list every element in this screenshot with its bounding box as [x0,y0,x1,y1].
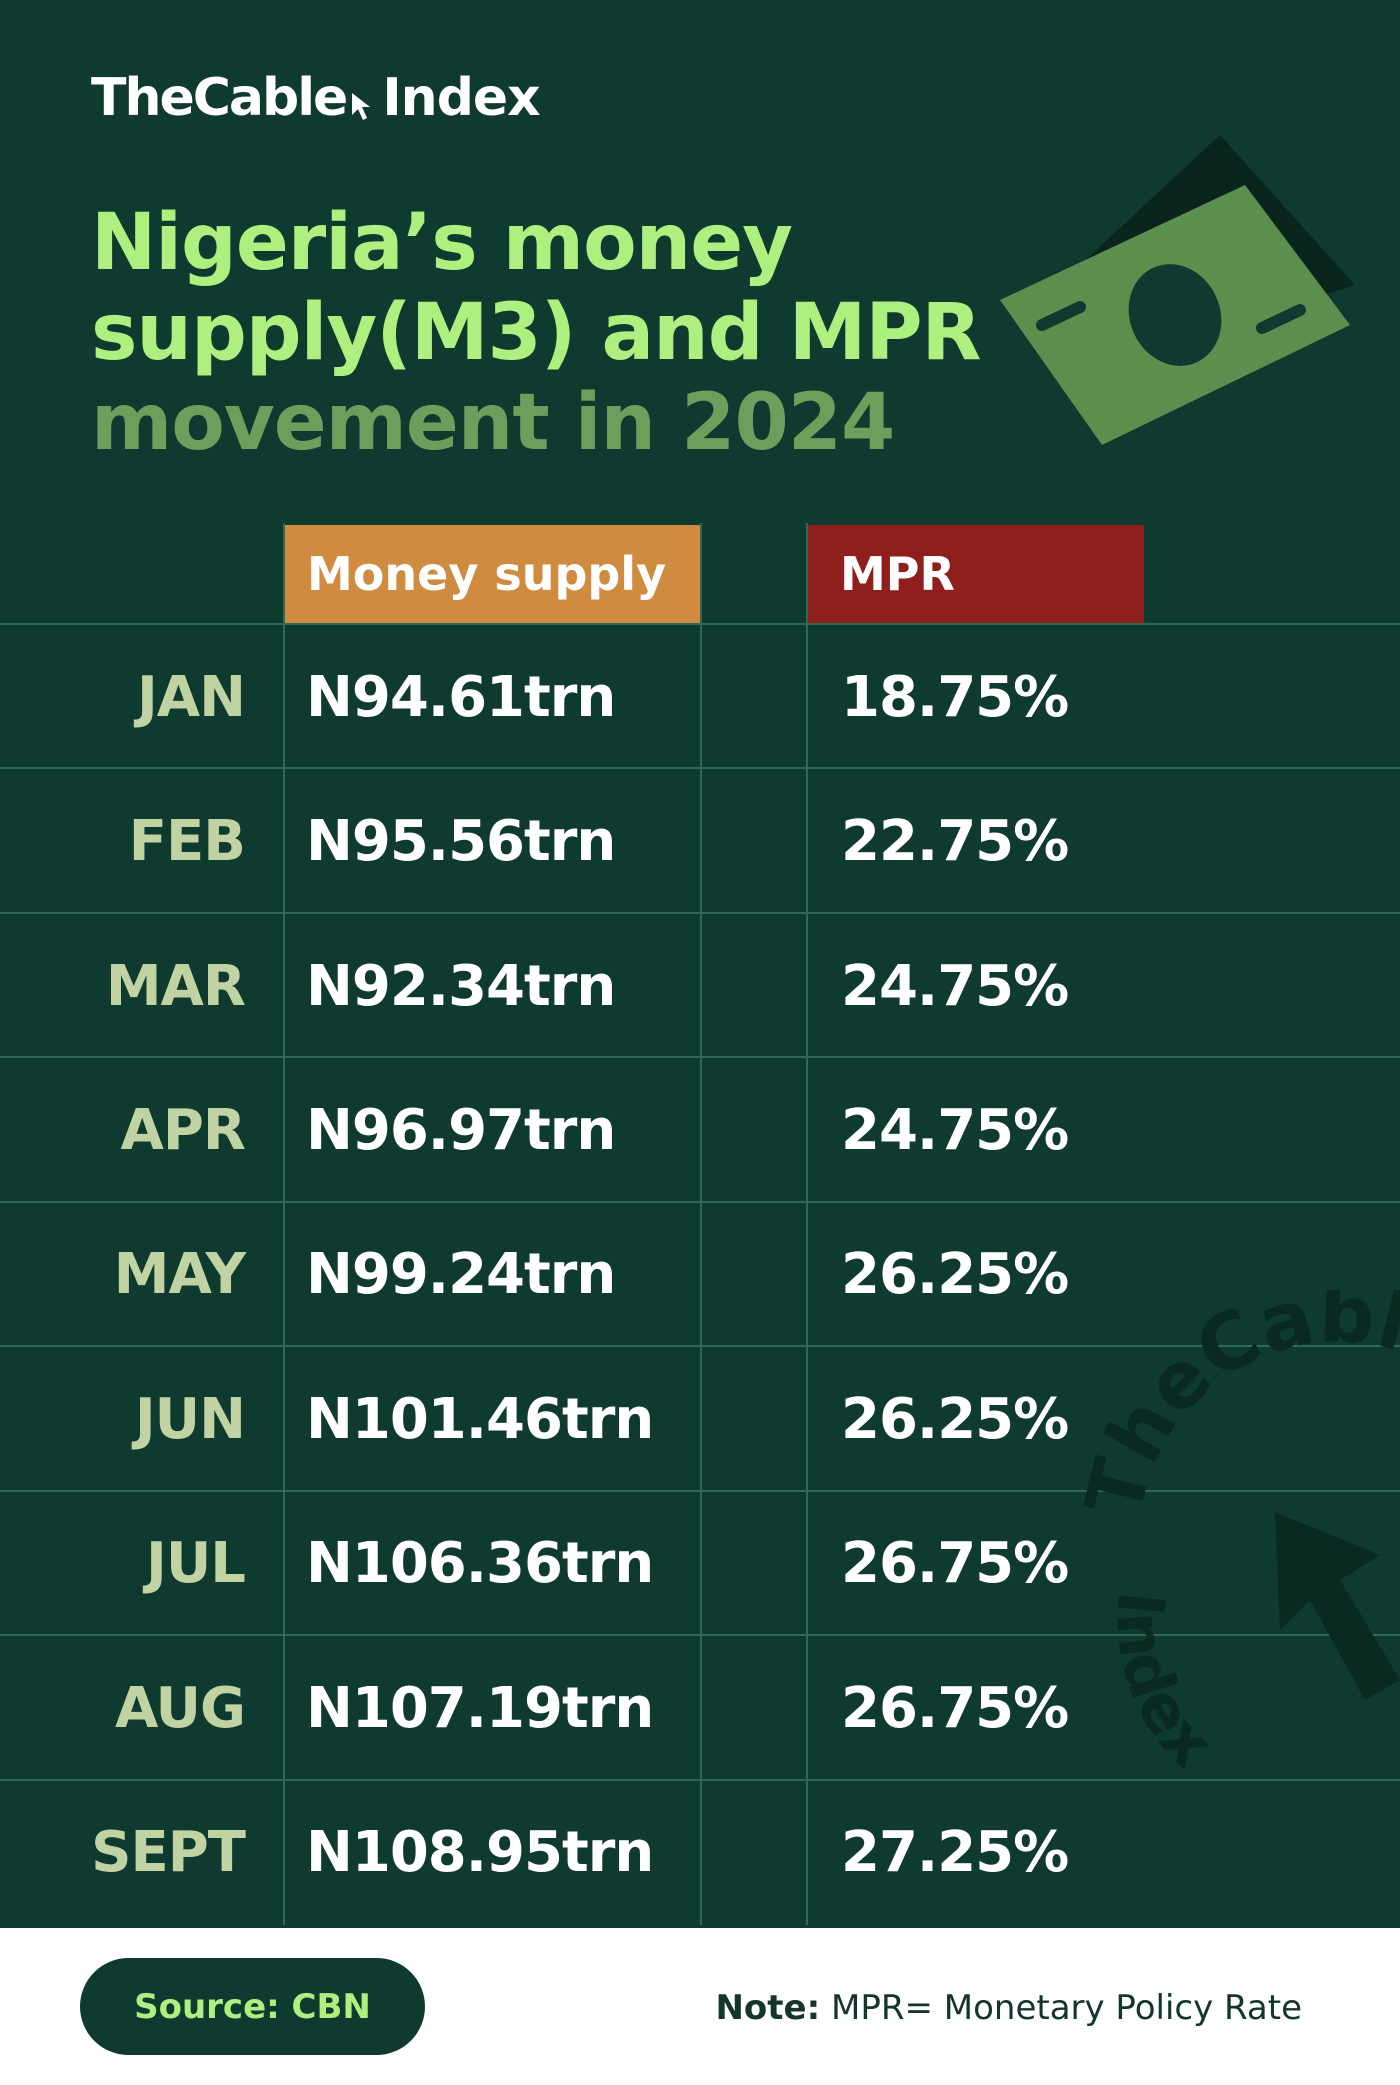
footnote: Note: MPR= Monetary Policy Rate [715,1988,1302,2028]
money-supply-value: N99.24trn [306,1242,616,1308]
cursor-icon [352,93,371,120]
column-divider [283,523,285,1925]
month-label: APR [120,1098,246,1164]
table-row: SEPT N108.95trn 27.25% [0,1781,1400,1925]
table-row: JUN N101.46trn 26.25% [0,1347,1400,1491]
note-label: Note: [715,1988,821,2028]
note-text: MPR= Monetary Policy Rate [820,1988,1302,2028]
money-supply-value: N107.19trn [306,1675,654,1741]
page-title: Nigeria’s money supply(M3) and MPR movem… [91,198,982,468]
brand-suffix: Index [382,68,540,128]
money-supply-value: N96.97trn [306,1098,616,1164]
month-label: JUN [134,1386,246,1452]
month-label: MAY [113,1242,246,1308]
mpr-header: MPR [806,525,1144,623]
money-supply-value: N94.61trn [306,664,616,730]
table-row: FEB N95.56trn 22.75% [0,769,1400,913]
brand-name: TheCable [91,68,348,128]
brand-logo: TheCable Index [91,68,541,128]
table-row: APR N96.97trn 24.75% [0,1058,1400,1202]
mpr-value: 27.25% [841,1820,1069,1886]
money-supply-header: Money supply [283,525,700,623]
month-label: JUL [146,1531,246,1597]
banknote-icon [1000,135,1355,445]
mpr-value: 22.75% [841,809,1069,875]
watermark-logo: TheCable Index [1080,1290,1400,1782]
watermark-text-top: TheCable [1080,1290,1400,1524]
month-label: MAR [105,953,246,1019]
mpr-value: 26.75% [841,1675,1069,1741]
watermark-text-bottom: Index [1101,1588,1228,1781]
source-badge: Source: CBN [80,1958,425,2055]
mpr-value: 24.75% [841,953,1069,1019]
mpr-value: 26.25% [841,1386,1069,1452]
month-label: AUG [114,1675,246,1741]
svg-text:Index: Index [1101,1588,1228,1781]
mpr-value: 26.25% [841,1242,1069,1308]
table-row: MAY N99.24trn 26.25% [0,1203,1400,1347]
svg-text:TheCable: TheCable [1080,1290,1400,1524]
month-label: SEPT [91,1820,246,1886]
money-supply-value: N106.36trn [306,1531,654,1597]
table-row: MAR N92.34trn 24.75% [0,914,1400,1058]
table-row: JAN N94.61trn 18.75% [0,625,1400,769]
table-row: JUL N106.36trn 26.75% [0,1492,1400,1636]
column-divider [806,523,808,1925]
title-line-3: movement in 2024 [91,378,895,468]
money-supply-value: N92.34trn [306,953,616,1019]
mpr-value: 18.75% [841,664,1069,730]
title-line-2: supply(M3) and MPR [91,288,982,378]
table-row: AUG N107.19trn 26.75% [0,1636,1400,1780]
money-supply-value: N101.46trn [306,1386,654,1452]
footer: Source: CBN Note: MPR= Monetary Policy R… [0,1928,1400,2085]
title-line-1: Nigeria’s money [91,198,793,288]
month-label: FEB [128,809,246,875]
mpr-value: 24.75% [841,1098,1069,1164]
mpr-value: 26.75% [841,1531,1069,1597]
column-divider [700,523,702,1925]
money-supply-value: N108.95trn [306,1820,654,1886]
money-supply-value: N95.56trn [306,809,616,875]
month-label: JAN [136,664,246,730]
